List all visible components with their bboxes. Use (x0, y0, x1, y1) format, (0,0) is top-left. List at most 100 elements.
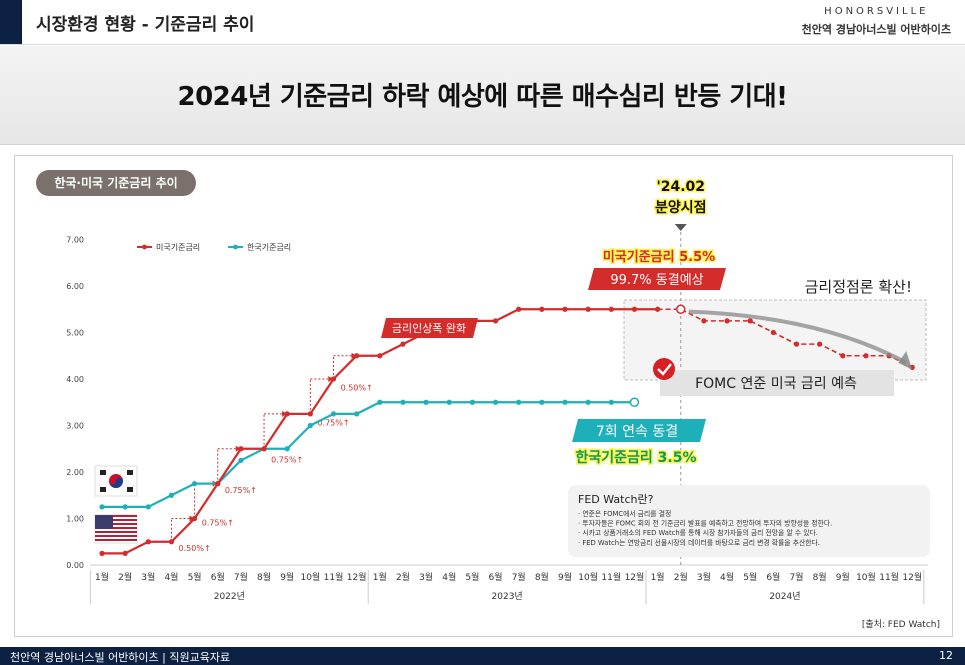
us-rate-point (516, 306, 522, 312)
footer-label: 천안역 경남아너스빌 어반하이츠 | 직원교육자료 (10, 651, 231, 664)
step-label: 0.75%↑ (225, 486, 257, 495)
us-rate-point (122, 550, 128, 556)
kr-flag-trigram-icon (127, 470, 133, 475)
x-tick-label: 7월 (512, 571, 526, 583)
x-tick-label: 8월 (813, 571, 827, 583)
legend-kr-marker (233, 244, 238, 250)
y-tick-label: 0.00 (66, 561, 84, 570)
step-arrow-icon (235, 445, 241, 452)
brand-name-en: HONORSVILLE (824, 6, 929, 17)
kr-rate-point (307, 422, 313, 429)
year-label: 2023년 (492, 591, 523, 602)
us-rate-point (492, 318, 499, 324)
x-tick-label: 6월 (489, 571, 503, 583)
kr-rate-point (539, 399, 545, 405)
us-rate-point (747, 318, 753, 324)
y-tick-label: 6.00 (66, 282, 84, 291)
us-flag-stripe (95, 527, 137, 529)
us-rate-point (585, 306, 591, 312)
kr-rate-point (492, 399, 499, 405)
us-rate-point (562, 306, 568, 312)
step-label: 0.50%↑ (341, 384, 373, 393)
callout-down-icon (674, 224, 687, 231)
x-tick-label: 5월 (188, 571, 202, 583)
x-tick-label: 12월 (625, 571, 645, 583)
fed-watch-line: · FED Watch는 연방금리 선물시장의 데이터를 바탕으로 금리 변경 … (578, 538, 820, 547)
us-rate-label: 미국기준금리 5.5% (603, 249, 715, 265)
x-tick-label: 1월 (651, 571, 665, 583)
y-tick-label: 7.00 (66, 236, 84, 245)
us-flag-stripe (95, 523, 137, 525)
us-rate-point (400, 341, 406, 347)
us-rate-point (307, 411, 313, 417)
step-label: 0.75%↑ (271, 456, 303, 465)
us-rate-point (192, 515, 198, 522)
kr-rate-point (192, 481, 198, 487)
year-label: 2022년 (214, 591, 245, 602)
fed-watch-line: · 투자자들은 FOMC 회의 전 기준금리 발표를 예측하고 전망하며 투자의… (578, 519, 832, 528)
legend-us-label: 미국기준금리 (156, 243, 200, 252)
y-tick-label: 2.00 (66, 468, 84, 477)
x-tick-label: 1월 (95, 571, 109, 583)
x-tick-label: 7월 (789, 571, 803, 583)
x-tick-label: 11월 (324, 571, 344, 583)
hike-slowdown-label: 금리인상폭 완화 (392, 322, 466, 335)
check-mark-icon (657, 363, 672, 376)
kr-hold-label: 7회 연속 동결 (596, 424, 678, 440)
kr-flag-trigram-icon (127, 487, 133, 492)
x-tick-label: 5월 (465, 571, 479, 583)
brand-name-ko: 천안역 경남아너스빌 어반하이츠 (801, 23, 951, 36)
x-tick-label: 12월 (902, 571, 922, 583)
us-rate-point (631, 306, 638, 312)
us-rate-point (377, 353, 383, 359)
us-rate-point (145, 539, 151, 545)
us-rate-point (354, 353, 360, 359)
us-flag-stripe (95, 531, 137, 533)
brand-logo: HONORSVILLE 천안역 경남아너스빌 어반하이츠 (802, 6, 951, 37)
page-header: 시장환경 현황 - 기준금리 추이 HONORSVILLE 천안역 경남아너스빌… (0, 0, 965, 45)
kr-flag-taegeuk-lower (109, 477, 123, 488)
us-rate-point (99, 550, 105, 556)
rate-peak-label: 금리정점론 확산! (805, 278, 912, 296)
kr-rate-point (145, 504, 151, 510)
kr-rate-point (608, 399, 614, 405)
us-rate-point (817, 341, 823, 347)
y-tick-label: 3.00 (66, 422, 84, 431)
x-tick-label: 1월 (373, 571, 387, 583)
step-arrow-icon (328, 376, 334, 382)
x-tick-label: 9월 (836, 571, 850, 583)
source-label: [출처: FED Watch] (862, 618, 940, 630)
us-rate-point (840, 353, 846, 359)
us-rate-point (215, 481, 221, 487)
x-tick-label: 10월 (578, 571, 598, 583)
kr-flag-trigram-icon (100, 470, 106, 475)
x-tick-label: 8월 (535, 571, 549, 583)
us-hold-label: 99.7% 동결예상 (610, 273, 703, 288)
kr-rate-point (562, 399, 568, 405)
us-flag-stripe (95, 515, 137, 517)
headline-text: 2024년 기준금리 하락 예상에 따른 매수심리 반등 기대! (177, 82, 788, 112)
forecast-trend-arrow (688, 309, 908, 365)
headline-band: 2024년 기준금리 하락 예상에 따른 매수심리 반등 기대! (0, 46, 965, 145)
kr-rate-point (423, 399, 429, 405)
x-tick-label: 9월 (558, 571, 572, 583)
x-tick-label: 10월 (300, 571, 320, 583)
x-tick-label: 4월 (164, 571, 178, 583)
us-rate-point (724, 318, 730, 324)
fed-watch-box (568, 485, 930, 557)
x-tick-label: 11월 (879, 571, 899, 583)
kr-rate-point (400, 399, 406, 405)
kr-rate-point (585, 399, 591, 405)
fomc-label: FOMC 연준 미국 금리 예측 (695, 376, 857, 392)
forecast-arrow-head-icon (898, 351, 913, 370)
fed-watch-title: FED Watch란? (578, 493, 654, 506)
us-rate-forecast-line (657, 308, 913, 369)
us-rate-point (261, 446, 267, 452)
x-tick-label: 5월 (743, 571, 757, 583)
page-number: 12 (939, 649, 953, 662)
x-tick-label: 9월 (280, 571, 294, 583)
x-tick-label: 12월 (347, 571, 367, 583)
kr-rate-point (377, 399, 383, 405)
fomc-label-box (660, 370, 894, 396)
